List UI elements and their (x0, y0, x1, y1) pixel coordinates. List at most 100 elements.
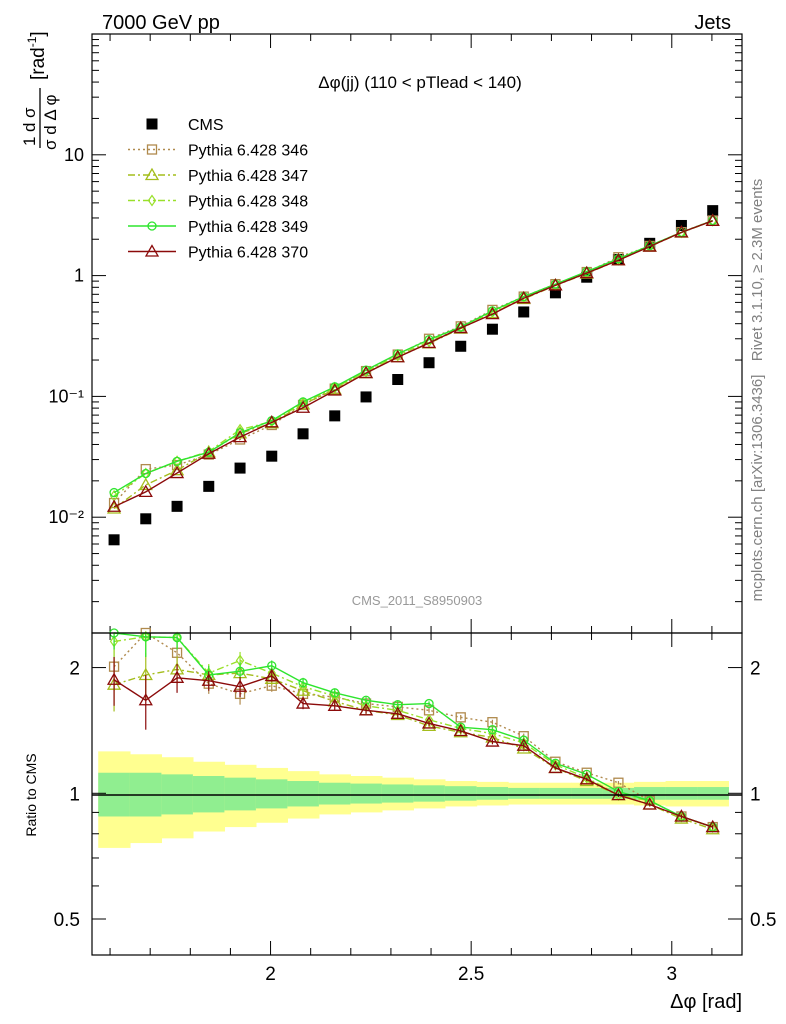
main-ylabel-denominator: σ d Δ φ (41, 94, 60, 150)
data-point (169, 462, 185, 476)
ratio-inner-band (476, 787, 509, 800)
ratio-series-line (113, 675, 713, 828)
ratio-panel: 0.5 0.5 1 1 2 2 2 2.5 3 (54, 627, 776, 985)
series-pythia-6-428-370 (106, 213, 720, 512)
data-point (295, 400, 311, 413)
ratio-data-point (551, 758, 560, 771)
rivet-version-label: Rivet 3.1.10, ≥ 2.3M events (749, 179, 766, 362)
main-ylabel-fraction: 1dσ (20, 107, 39, 146)
ratio-data-point (487, 717, 498, 728)
data-point (106, 499, 122, 512)
legend-marker (146, 118, 158, 130)
ratio-data-point (705, 819, 720, 833)
ratio-y-tick-label-right: 1 (750, 784, 761, 805)
legend-item-pythia-6-428-370: Pythia 6.428 370 (128, 244, 308, 262)
ratio-data-point (138, 692, 153, 706)
data-point (642, 239, 657, 252)
ratio-data-point (548, 760, 563, 774)
data-point (549, 287, 561, 299)
ratio-inner-band (444, 786, 478, 801)
ratio-data-point (485, 734, 500, 747)
data-point (486, 323, 498, 335)
data-point (264, 415, 279, 428)
header-right: Jets (694, 12, 731, 34)
legend-label: Pythia 6.428 346 (188, 143, 308, 160)
legend-marker (144, 244, 160, 257)
ratio-data-point (298, 680, 308, 693)
ratio-inner-band (381, 784, 414, 803)
data-point (169, 465, 185, 479)
data-point (390, 349, 405, 363)
ratio-ylabel: Ratio to CMS (23, 753, 39, 836)
legend-label: CMS (188, 117, 224, 134)
ratio-y-tick-label: 1 (69, 784, 80, 805)
data-point (548, 278, 563, 291)
legend-marker (147, 221, 157, 231)
ratio-data-point (235, 666, 245, 676)
data-point (579, 265, 594, 279)
legend-marker (147, 194, 157, 207)
watermark: CMS_2011_S8950903 (352, 593, 483, 608)
ratio-data-point (421, 718, 437, 732)
ratio-y-tick-label-right: 2 (750, 659, 761, 680)
legend-label: Pythia 6.428 370 (188, 245, 308, 262)
data-point (329, 410, 341, 422)
main-plot-title: Δφ(jj) (110 < pTlead < 140) (318, 73, 522, 92)
legend-item-pythia-6-428-346: Pythia 6.428 346 (128, 143, 308, 160)
ratio-data-point (330, 688, 340, 698)
ratio-data-point (295, 696, 311, 709)
ratio-inner-band (318, 782, 351, 805)
data-point (141, 467, 150, 480)
data-point (707, 205, 719, 217)
series-line (113, 219, 713, 497)
x-tick-label: 2 (265, 964, 276, 985)
data-point (485, 306, 500, 320)
data-point (171, 500, 183, 512)
data-point (138, 484, 153, 498)
ratio-data-point (516, 738, 531, 751)
ratio-y-tick-label: 2 (69, 659, 80, 680)
ratio-data-point (295, 683, 311, 696)
ratio-inner-band (192, 776, 226, 813)
main-y-tick-label: 10 (64, 145, 84, 165)
mcplots-label: mcplots.cern.ch [arXiv:1306.3436] (749, 375, 766, 602)
legend-item-pythia-6-428-347: Pythia 6.428 347 (128, 167, 308, 185)
data-point (172, 456, 182, 466)
ratio-data-point (421, 716, 437, 729)
header-left: 7000 GeV pp (102, 12, 220, 34)
data-point (106, 501, 122, 514)
legend-label: Pythia 6.428 348 (188, 194, 308, 211)
ratio-data-point (390, 706, 405, 719)
x-tick-label: 3 (666, 964, 677, 985)
data-point (171, 459, 183, 471)
series-line (113, 219, 713, 494)
data-point (109, 487, 119, 498)
ratio-inner-band (350, 783, 383, 804)
data-point (108, 534, 120, 546)
ratio-inner-band (508, 787, 541, 799)
legend-label: Pythia 6.428 349 (188, 219, 308, 236)
legend-marker (146, 144, 158, 155)
ratio-data-point (453, 723, 468, 737)
data-point (423, 357, 435, 369)
data-point (611, 252, 626, 266)
data-point (705, 213, 720, 226)
main-y-tick-label: 1 (74, 266, 84, 286)
legend: CMS Pythia 6.428 346 Pythia 6.428 347 Pythi… (128, 117, 308, 262)
data-point (298, 397, 308, 407)
ratio-frame (91, 632, 743, 956)
data-point (518, 306, 530, 318)
data-point (516, 290, 531, 304)
ratio-inner-band (287, 781, 320, 807)
data-point (297, 428, 309, 440)
ratio-data-point (169, 670, 185, 683)
ratio-inner-band (539, 787, 572, 799)
ratio-series-pythia-6-428-370 (106, 657, 720, 833)
data-point (266, 450, 278, 462)
main-y-axis-label: 1dσ σ d Δ φ [rad-1] (20, 31, 60, 150)
data-point (138, 477, 153, 491)
ratio-series-line (113, 632, 713, 828)
data-point (140, 513, 152, 525)
ratio-data-point (674, 809, 689, 822)
